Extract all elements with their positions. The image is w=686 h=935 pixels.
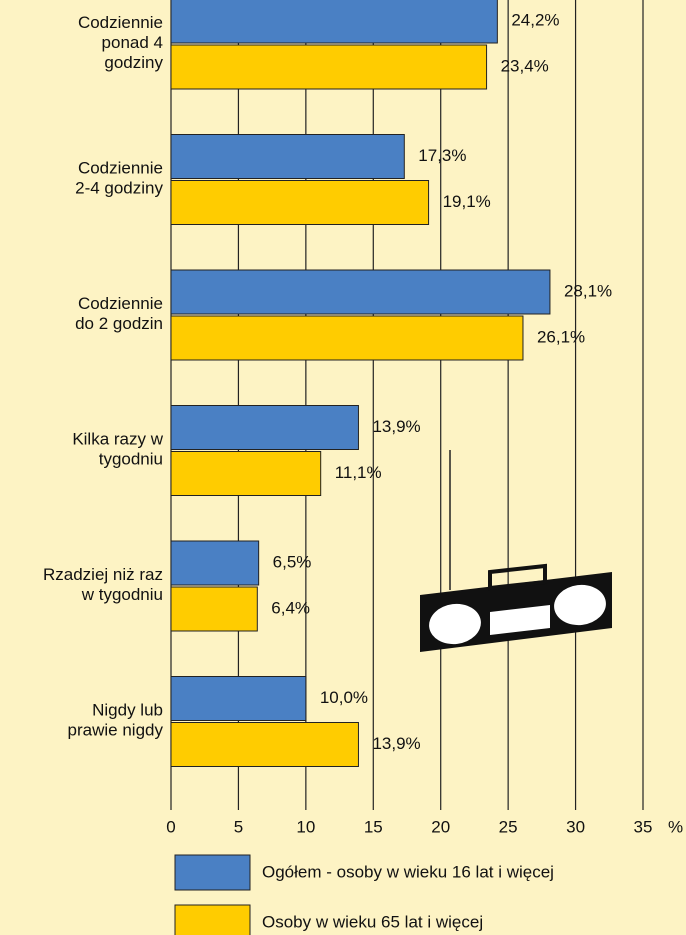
bar — [170, 405, 359, 450]
y-tick-label: Kilka razy w tygodniu — [72, 430, 163, 469]
legend-swatch — [174, 904, 251, 935]
bar — [170, 180, 430, 225]
value-label: 11,1% — [335, 463, 382, 482]
x-tick-label: 15 — [364, 817, 383, 836]
value-label: 19,1% — [443, 192, 491, 211]
legend-swatch — [174, 854, 251, 891]
x-tick-label: 30 — [566, 817, 585, 836]
value-label: 23,4% — [501, 56, 549, 75]
y-tick-label: Codziennie ponad 4 godziny — [78, 13, 164, 72]
value-label: 24,2% — [511, 10, 559, 29]
value-label: 13,9% — [372, 734, 420, 753]
x-axis-label: % — [668, 817, 683, 836]
x-tick-label: 10 — [296, 817, 315, 836]
bar — [170, 540, 260, 586]
value-label: 6,5% — [273, 552, 312, 571]
legend-label: Ogółem - osoby w wieku 16 lat i więcej — [262, 862, 554, 881]
x-tick-label: 20 — [431, 817, 450, 836]
bar — [170, 586, 258, 632]
y-tick-label: Nigdy lub prawie nigdy — [68, 701, 164, 740]
bar — [170, 44, 488, 90]
bar — [170, 315, 524, 361]
value-label: 6,4% — [271, 598, 310, 617]
value-label: 13,9% — [372, 417, 420, 436]
radio-icon — [420, 450, 612, 652]
value-label: 17,3% — [418, 146, 466, 165]
x-tick-label: 35 — [634, 817, 653, 836]
value-label: 10,0% — [320, 688, 368, 707]
value-label: 28,1% — [564, 281, 612, 300]
y-tick-label: Rzadziej niż raz w tygodniu — [43, 565, 163, 604]
y-tick-label: Codziennie do 2 godzin — [75, 294, 163, 333]
legend-label: Osoby w wieku 65 lat i więcej — [262, 912, 483, 931]
bar — [170, 269, 551, 315]
bar — [170, 722, 359, 767]
bar — [170, 676, 307, 721]
bar — [170, 0, 498, 44]
x-tick-label: 25 — [499, 817, 518, 836]
bar — [170, 451, 322, 496]
x-tick-label: 0 — [166, 817, 175, 836]
x-tick-label: 5 — [234, 817, 243, 836]
value-label: 26,1% — [537, 327, 585, 346]
bar — [170, 134, 405, 179]
y-tick-label: Codziennie 2-4 godziny — [75, 159, 163, 198]
